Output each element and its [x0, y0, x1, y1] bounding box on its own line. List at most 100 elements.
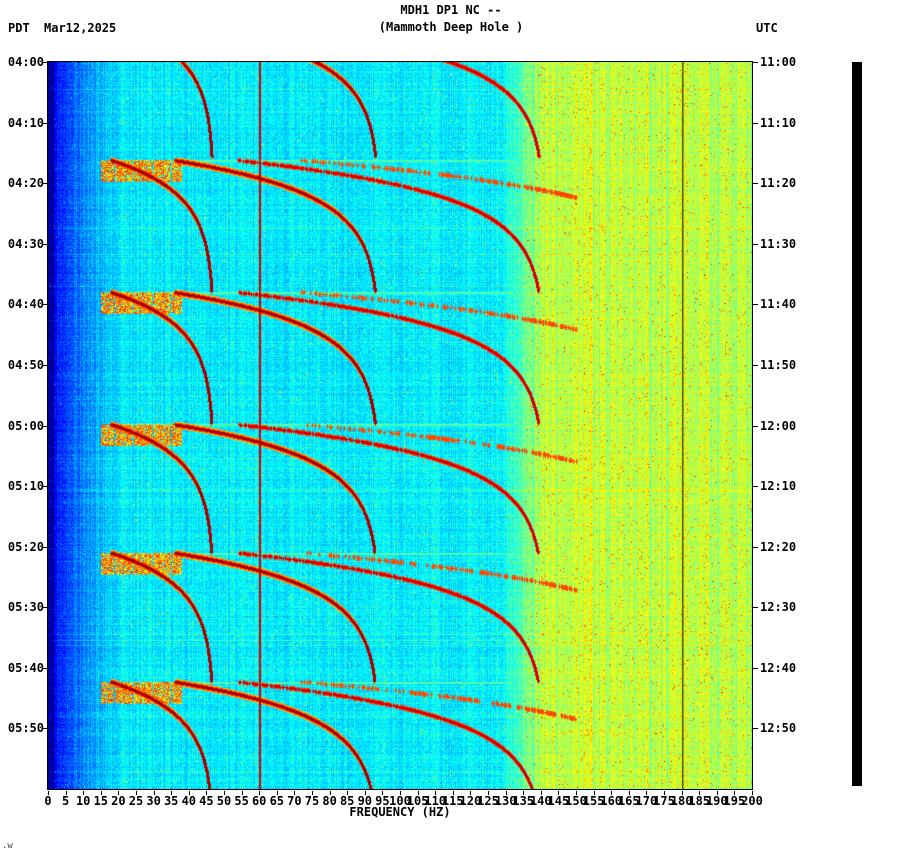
- x-axis-tick: [540, 791, 542, 795]
- y-axis-left-tick: [42, 425, 48, 427]
- x-axis-tick: [188, 791, 190, 795]
- y-axis-right-tick: [752, 546, 758, 548]
- y-axis-left-label: 04:40: [7, 297, 44, 312]
- x-axis-tick: [716, 791, 718, 795]
- y-axis-left-tick: [42, 122, 48, 124]
- x-axis-tick-label: 60: [251, 794, 267, 808]
- x-axis-tick: [65, 791, 67, 795]
- x-axis-tick: [100, 791, 102, 795]
- spectrogram-canvas: [47, 61, 753, 790]
- y-axis-left-label: 05:10: [7, 479, 44, 494]
- timezone-right-label: UTC: [756, 21, 778, 35]
- x-axis-tick-label: 35: [163, 794, 179, 808]
- x-axis-tick-label: 170: [635, 794, 658, 808]
- x-axis-tick-label: 190: [705, 794, 728, 808]
- x-axis-tick-label: 175: [653, 794, 675, 808]
- y-axis-left-tick: [42, 667, 48, 669]
- x-axis-tick: [118, 791, 120, 795]
- y-axis-left-label: 05:20: [7, 539, 44, 554]
- x-axis-tick-label: 40: [181, 794, 197, 808]
- x-axis-tick-label: 90: [357, 794, 373, 808]
- date-label: Mar12,2025: [44, 21, 117, 35]
- y-axis-left-label: 05:50: [7, 721, 44, 736]
- x-axis-tick: [664, 791, 665, 795]
- x-axis-tick: [382, 791, 384, 795]
- y-axis-left-tick: [42, 243, 48, 245]
- x-axis-tick: [312, 791, 313, 795]
- x-axis-tick-label: 140: [529, 794, 552, 808]
- y-axis-right-label: 12:50: [760, 721, 797, 736]
- x-axis-tick-label: 195: [723, 794, 746, 808]
- y-axis-right-label: 12:20: [760, 539, 797, 554]
- x-axis-tick-label: 180: [670, 794, 693, 808]
- y-axis-right-tick: [752, 728, 758, 730]
- x-axis-tick-label: 85: [339, 794, 355, 808]
- x-axis-tick: [206, 791, 208, 795]
- x-axis-tick-label: 115: [441, 794, 464, 808]
- y-axis-right-tick: [752, 62, 758, 63]
- x-axis-tick-label: 155: [582, 794, 605, 808]
- y-axis-right-tick: [752, 364, 758, 366]
- x-axis-tick-label: 15: [93, 794, 109, 808]
- y-axis-right-label: 12:00: [760, 418, 797, 433]
- y-axis-left-tick: [42, 183, 48, 185]
- x-axis-tick: [171, 791, 173, 795]
- x-axis-tick: [48, 791, 49, 795]
- x-axis-tick-label: 135: [512, 794, 535, 808]
- x-axis-tick-label: 75: [304, 794, 320, 808]
- y-axis-left-label: 04:30: [7, 236, 44, 251]
- x-axis-tick-label: 110: [424, 794, 447, 808]
- x-axis-title: FREQUENCY (HZ): [349, 805, 451, 819]
- y-axis-right-label: 11:00: [760, 55, 797, 69]
- y-axis-left-tick: [42, 304, 48, 306]
- x-axis-tick-label: 80: [322, 794, 337, 808]
- y-axis-right-tick: [752, 667, 758, 669]
- y-axis-right-tick: [752, 607, 758, 609]
- x-axis-tick: [153, 791, 155, 795]
- y-axis-left-label: 05:00: [7, 418, 44, 433]
- x-axis-tick-label: 10: [75, 794, 91, 808]
- x-axis-tick-label: 100: [389, 794, 411, 808]
- x-axis-tick-label: 150: [565, 794, 587, 808]
- x-axis-tick-label: 25: [128, 794, 144, 808]
- x-axis-tick: [417, 791, 419, 795]
- corner-mark: .w: [2, 841, 13, 851]
- x-axis-tick-label: 130: [494, 794, 517, 808]
- x-axis-tick-label: 185: [688, 794, 711, 808]
- y-axis-right-tick: [752, 304, 758, 306]
- x-axis-tick-label: 120: [459, 794, 482, 808]
- page-subtitle: (Mammoth Deep Hole ): [378, 20, 524, 34]
- x-axis-tick: [470, 791, 472, 795]
- x-axis-tick: [83, 791, 85, 795]
- y-axis-left-tick: [42, 486, 48, 488]
- y-axis-left-label: 05:40: [7, 660, 44, 675]
- x-axis-tick-label: 160: [600, 794, 623, 808]
- y-axis-left-label: 04:50: [7, 357, 44, 372]
- y-axis-right-label: 11:20: [760, 176, 797, 191]
- x-axis-tick-label: 5: [61, 794, 70, 808]
- x-axis-tick-label: 30: [146, 794, 161, 808]
- x-axis-tick: [576, 791, 577, 795]
- x-axis-tick: [452, 791, 454, 795]
- x-axis-tick-label: 50: [216, 794, 232, 808]
- x-axis-tick-label: 105: [406, 794, 429, 808]
- x-axis-tick-label: 45: [199, 794, 214, 808]
- y-axis-left-tick: [42, 546, 48, 548]
- x-axis-tick-label: 200: [741, 794, 763, 808]
- x-axis-tick-label: 145: [547, 794, 570, 808]
- x-axis-tick: [734, 791, 736, 795]
- x-axis-tick: [364, 791, 366, 795]
- x-axis-tick: [523, 791, 525, 795]
- x-axis-tick-label: 0: [44, 794, 52, 808]
- x-axis-tick-label: 55: [234, 794, 249, 808]
- y-axis-right-label: 12:40: [760, 660, 797, 675]
- x-axis-tick: [241, 791, 243, 795]
- x-axis-tick-label: 95: [375, 794, 390, 808]
- x-axis-tick-label: 70: [287, 794, 302, 808]
- right-black-bar: [852, 62, 862, 786]
- y-axis-left-label: 04:20: [7, 176, 44, 191]
- x-axis-tick: [558, 791, 560, 795]
- y-axis-right-label: 12:10: [760, 479, 797, 494]
- y-axis-left-label: 04:00: [7, 55, 44, 69]
- y-axis-left-label: 05:30: [7, 600, 44, 615]
